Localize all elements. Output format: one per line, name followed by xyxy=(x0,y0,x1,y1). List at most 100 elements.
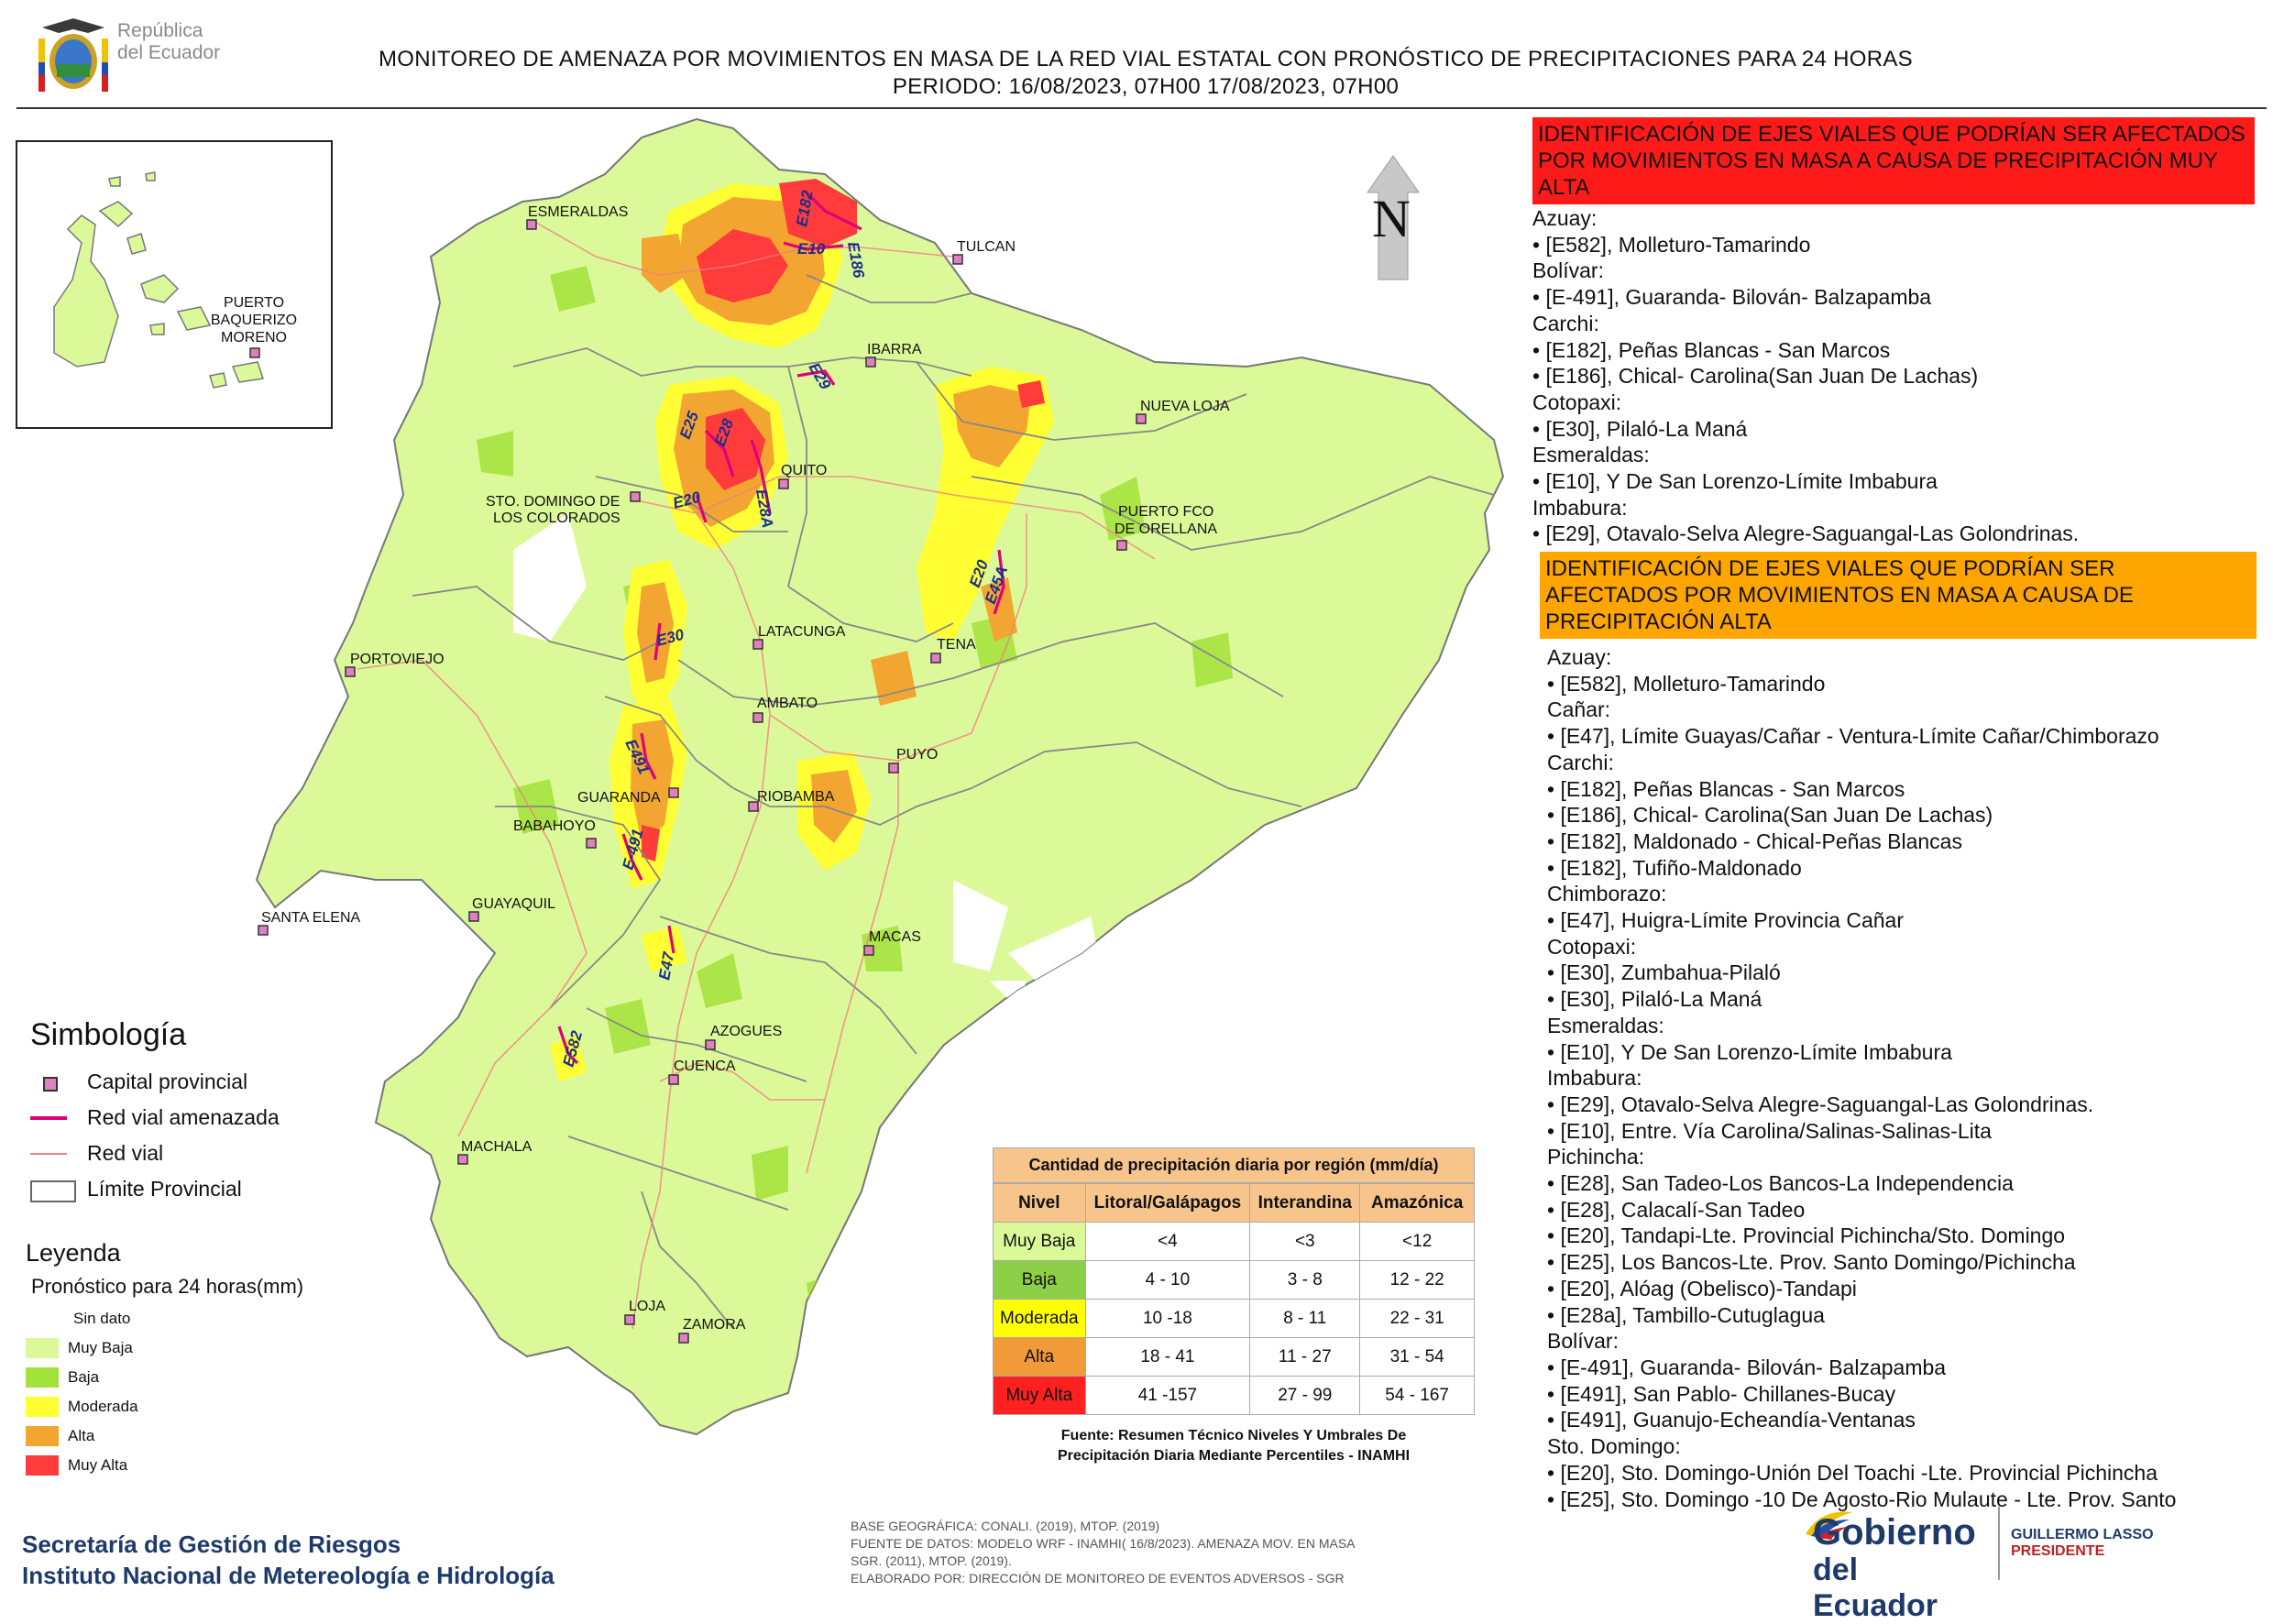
leyenda-title: Leyenda xyxy=(26,1239,121,1267)
logo-text-line1: República xyxy=(117,20,203,41)
city-label-macas: MACAS xyxy=(869,929,921,945)
road-list-item: Imbabura: xyxy=(1547,1066,1642,1091)
precip-level: Alta xyxy=(993,1337,1086,1377)
road-list-item: • [E10], Y De San Lorenzo-Límite Imbabur… xyxy=(1532,469,1938,494)
road-list-item: • [E186], Chical- Carolina(San Juan De L… xyxy=(1532,364,1979,389)
legend-label-road: Red vial xyxy=(87,1141,164,1165)
republic-logo-text: República del Ecuador xyxy=(117,20,220,64)
city-label-cuenca: CUENCA xyxy=(674,1059,736,1074)
city-label-sto-domingo-1: STO. DOMINGO DE xyxy=(486,494,620,510)
header-divider xyxy=(16,107,2267,109)
legend-cat-moderada: Moderada xyxy=(26,1392,303,1421)
precip-source-line2: Precipitación Diaria Mediante Percentile… xyxy=(1057,1448,1411,1464)
city-label-santa-elena: SANTA ELENA xyxy=(261,910,361,926)
galapagos-inset: PUERTO BAQUERIZO MORENO xyxy=(16,140,333,429)
title-line2: PERIODO: 16/08/2023, 07H00 17/08/2023, 0… xyxy=(892,74,1400,99)
legend-item-capital: Capital provincial xyxy=(30,1064,280,1100)
precip-header: Nivel xyxy=(993,1183,1086,1223)
precip-cell: 41 -157 xyxy=(1084,1376,1251,1415)
legend-title: Simbología xyxy=(30,1017,187,1052)
panel-very-high-heading: IDENTIFICACIÓN DE EJES VIALES QUE PODRÍA… xyxy=(1532,117,2255,204)
legend-cat-label-alta: Alta xyxy=(68,1427,95,1444)
forecast-title: Pronóstico para 24 horas(mm) xyxy=(31,1275,304,1298)
city-label-tulcan: TULCAN xyxy=(957,239,1016,255)
precip-header: Amazónica xyxy=(1359,1183,1475,1223)
precip-level: Muy Baja xyxy=(993,1222,1086,1261)
road-list-item: • [E29], Otavalo-Selva Alegre-Saguangal-… xyxy=(1547,1092,2094,1116)
city-label-ambato: AMBATO xyxy=(757,696,818,711)
legend-cat-label-muy-baja: Muy Baja xyxy=(68,1339,133,1356)
legend-cat-sin-dato: Sin dato xyxy=(26,1304,303,1333)
road-list-item: • [E182], Peñas Blancas - San Marcos xyxy=(1547,776,1905,801)
precip-cell: 12 - 22 xyxy=(1359,1260,1475,1300)
city-label-esmeraldas: ESMERALDAS xyxy=(528,204,628,220)
legend-forecast: Leyenda Pronóstico para 24 horas(mm) Sin… xyxy=(26,1239,303,1480)
road-list-item: • [E582], Molleturo-Tamarindo xyxy=(1532,232,1811,257)
road-list-item: • [E20], Sto. Domingo-Unión Del Toachi -… xyxy=(1547,1460,2158,1485)
road-list-item: • [E491], San Pablo- Chillanes-Bucay xyxy=(1547,1381,1896,1406)
legend-label-boundary: Límite Provincial xyxy=(87,1177,242,1201)
precip-row: Muy Baja <4 <3 <12 xyxy=(993,1222,1475,1261)
city-label-loja: LOJA xyxy=(629,1299,665,1314)
footer-org: Secretaría de Gestión de Riesgos Institu… xyxy=(22,1529,555,1591)
road-list-item: • [E182], Maldonado - Chical-Peñas Blanc… xyxy=(1547,828,1962,853)
city-label-ibarra: IBARRA xyxy=(867,342,922,357)
precip-cell: 3 - 8 xyxy=(1249,1260,1361,1300)
precip-row: Muy Alta 41 -157 27 - 99 54 - 167 xyxy=(993,1376,1475,1415)
precip-cell: <4 xyxy=(1084,1222,1251,1261)
gobierno-line1: Gobierno xyxy=(1813,1512,1976,1553)
precip-cell: 22 - 31 xyxy=(1359,1299,1475,1338)
city-label-portoviejo: PORTOVIEJO xyxy=(350,652,445,667)
legend-cat-baja: Baja xyxy=(26,1363,303,1392)
panel-high-list: Azuay: • [E582], Molleturo-Tamarindo Cañar… xyxy=(1540,639,2264,1512)
city-label-nueva-loja: NUEVA LOJA xyxy=(1140,399,1230,414)
legend-item-threatened-road: Red vial amenazada xyxy=(30,1100,280,1136)
legend-label-threatened-road: Red vial amenazada xyxy=(87,1105,280,1129)
road-list-item: • [E182], Peñas Blancas - San Marcos xyxy=(1532,337,1891,362)
precip-cell: 8 - 11 xyxy=(1249,1299,1361,1338)
precip-source: Fuente: Resumen Técnico Niveles Y Umbral… xyxy=(993,1426,1475,1466)
city-label-orellana-1: PUERTO FCO xyxy=(1118,504,1213,520)
road-list-item: • [E-491], Guaranda- Bilován- Balzapamba xyxy=(1547,1355,1947,1379)
road-list-item: • [E28], San Tadeo-Los Bancos-La Indepen… xyxy=(1547,1171,2014,1196)
legend-cat-muy-alta: Muy Alta xyxy=(26,1451,303,1480)
panel-very-high: IDENTIFICACIÓN DE EJES VIALES QUE PODRÍA… xyxy=(1532,117,2257,547)
precip-cell: 4 - 10 xyxy=(1084,1260,1251,1300)
road-list-item: • [E30], Zumbahua-Pilaló xyxy=(1547,960,1781,985)
road-list-item: • [E182], Tufiño-Maldonado xyxy=(1547,855,1802,880)
city-label-latacunga: LATACUNGA xyxy=(758,624,846,640)
road-list-item: • [E47], Límite Guayas/Cañar - Ventura-L… xyxy=(1547,724,2159,749)
city-label-machala: MACHALA xyxy=(461,1139,533,1155)
legend-cat-label-sin-dato: Sin dato xyxy=(73,1310,131,1327)
president-line1: GUILLERMO LASSO xyxy=(2011,1527,2154,1542)
road-list-item: Esmeraldas: xyxy=(1547,1013,1664,1037)
road-list-item: • [E-491], Guaranda- Bilován- Balzapamba xyxy=(1532,285,1932,310)
president-line2: PRESIDENTE xyxy=(2011,1543,2105,1559)
road-list-item: Azuay: xyxy=(1547,645,1612,669)
precip-row: Baja 4 - 10 3 - 8 12 - 22 xyxy=(993,1260,1475,1300)
precip-header: Litoral/Galápagos xyxy=(1084,1183,1251,1223)
north-label: N xyxy=(1372,189,1411,248)
north-arrow-icon xyxy=(1367,155,1420,280)
logo-text-line2: del Ecuador xyxy=(117,42,221,63)
road-list-item: • [E47], Huigra-Límite Provincia Cañar xyxy=(1547,908,1904,933)
precip-cell: 18 - 41 xyxy=(1084,1337,1251,1377)
panel-very-high-list: Azuay: • [E582], Molleturo-Tamarindo Bolív… xyxy=(1532,204,2257,547)
footer-org-line1: Secretaría de Gestión de Riesgos xyxy=(22,1531,401,1558)
road-list-item: • [E25], Sto. Domingo -10 De Agosto-Rio … xyxy=(1547,1487,2177,1511)
road-list-item: • [E186], Chical- Carolina(San Juan De L… xyxy=(1547,803,1993,828)
precip-level: Muy Alta xyxy=(993,1376,1086,1415)
precip-table: Nivel Litoral/Galápagos Interandina Amaz… xyxy=(993,1183,1475,1415)
precip-source-line1: Fuente: Resumen Técnico Niveles Y Umbral… xyxy=(1060,1428,1407,1443)
coat-of-arms-icon xyxy=(33,11,114,98)
road-list-item: • [E30], Pilaló-La Maná xyxy=(1532,416,1748,441)
precip-cell: <3 xyxy=(1249,1222,1361,1261)
gobierno-swoosh-icon xyxy=(1806,1511,1853,1540)
credit-line2: FUENTE DE DATOS: MODELO WRF - INAMHI( 16… xyxy=(851,1536,1356,1551)
road-list-item: • [E25], Los Bancos-Lte. Prov. Santo Dom… xyxy=(1547,1250,2076,1275)
road-list-item: • [E20], Alóag (Obelisco)-Tandapi xyxy=(1547,1276,1857,1300)
precip-header: Interandina xyxy=(1249,1183,1361,1223)
city-label-sto-domingo-2: LOS COLORADOS xyxy=(493,510,620,526)
legend-cat-alta: Alta xyxy=(26,1421,303,1451)
precip-level: Moderada xyxy=(993,1299,1086,1338)
